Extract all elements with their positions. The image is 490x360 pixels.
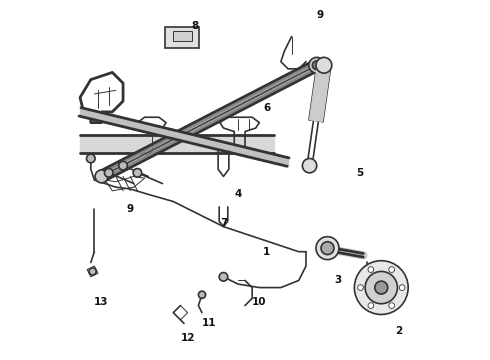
Text: 7: 7 — [220, 218, 227, 228]
Circle shape — [365, 271, 397, 304]
Circle shape — [309, 57, 324, 73]
Circle shape — [87, 154, 95, 163]
Circle shape — [95, 170, 108, 183]
Circle shape — [219, 273, 228, 281]
Text: 12: 12 — [180, 333, 195, 343]
Circle shape — [368, 267, 374, 273]
Text: 9: 9 — [127, 204, 134, 214]
Text: 1: 1 — [263, 247, 270, 257]
Circle shape — [89, 268, 96, 275]
Text: 6: 6 — [263, 103, 270, 113]
Text: 3: 3 — [335, 275, 342, 285]
Polygon shape — [310, 64, 330, 121]
Circle shape — [316, 57, 332, 73]
Text: 5: 5 — [356, 168, 364, 178]
Circle shape — [399, 285, 405, 291]
Circle shape — [302, 158, 317, 173]
Circle shape — [389, 303, 394, 309]
Text: 4: 4 — [234, 189, 242, 199]
Text: 8: 8 — [191, 21, 198, 31]
Circle shape — [104, 168, 113, 177]
Circle shape — [358, 285, 364, 291]
Circle shape — [354, 261, 408, 315]
Text: 9: 9 — [317, 10, 324, 20]
Circle shape — [313, 61, 321, 69]
Circle shape — [316, 237, 339, 260]
Text: 10: 10 — [252, 297, 267, 307]
FancyBboxPatch shape — [173, 31, 192, 41]
Circle shape — [368, 303, 374, 309]
Circle shape — [375, 281, 388, 294]
Circle shape — [198, 291, 205, 298]
Text: 2: 2 — [395, 325, 403, 336]
FancyBboxPatch shape — [165, 27, 199, 48]
Circle shape — [321, 242, 334, 255]
Circle shape — [133, 168, 142, 177]
Text: 11: 11 — [202, 319, 217, 328]
Circle shape — [119, 161, 127, 170]
Text: 13: 13 — [94, 297, 109, 307]
Circle shape — [389, 267, 394, 273]
